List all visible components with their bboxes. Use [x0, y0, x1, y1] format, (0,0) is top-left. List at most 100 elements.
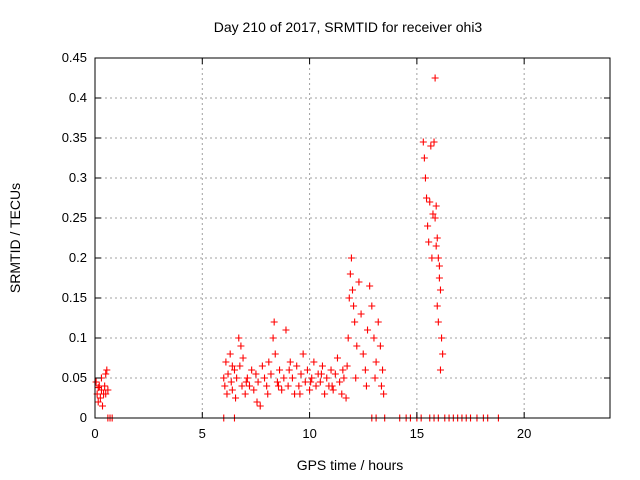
data-point: [434, 318, 442, 326]
data-point: [282, 326, 290, 334]
data-point: [242, 378, 250, 386]
data-point: [426, 198, 434, 206]
grid-lines: [95, 58, 610, 418]
data-point: [372, 358, 380, 366]
data-point: [323, 374, 331, 382]
y-tick-label: 0.15: [62, 290, 87, 305]
data-point: [316, 378, 324, 386]
data-point: [359, 350, 367, 358]
data-point: [366, 282, 374, 290]
data-point: [353, 342, 361, 350]
data-point: [431, 74, 439, 82]
data-point: [226, 350, 234, 358]
data-point: [432, 202, 440, 210]
data-point: [370, 334, 378, 342]
data-point: [380, 390, 388, 398]
data-point: [421, 174, 429, 182]
data-point: [243, 374, 251, 382]
data-point: [295, 382, 303, 390]
y-tick-label: 0.45: [62, 50, 87, 65]
x-tick-label: 20: [517, 426, 531, 441]
data-point: [278, 386, 286, 394]
chart-title: Day 210 of 2017, SRMTID for receiver ohi…: [214, 19, 483, 35]
data-point: [344, 334, 352, 342]
data-point: [318, 362, 326, 370]
data-point: [99, 402, 107, 410]
data-point: [427, 142, 435, 150]
data-point: [371, 374, 379, 382]
x-tick-label: 0: [91, 426, 98, 441]
data-point: [336, 378, 344, 386]
data-point: [267, 370, 275, 378]
data-point: [221, 382, 229, 390]
y-tick-label: 0.25: [62, 210, 87, 225]
data-point: [230, 366, 238, 374]
data-point: [361, 366, 369, 374]
data-point: [432, 242, 440, 250]
data-point: [352, 374, 360, 382]
data-point: [102, 390, 110, 398]
data-point: [439, 350, 447, 358]
data-point: [346, 270, 354, 278]
x-tick-label: 5: [199, 426, 206, 441]
data-point: [237, 342, 245, 350]
data-point: [347, 254, 355, 262]
data-point: [306, 386, 314, 394]
data-point: [102, 370, 110, 378]
data-point: [248, 366, 256, 374]
data-point: [297, 370, 305, 378]
y-tick-label: 0.4: [69, 90, 87, 105]
data-point: [357, 310, 365, 318]
data-point: [228, 386, 236, 394]
y-axis-label: SRMTID / TECUs: [7, 183, 23, 293]
data-point: [228, 362, 236, 370]
data-point: [264, 390, 272, 398]
data-point: [351, 318, 359, 326]
data-point: [92, 378, 100, 386]
data-point: [236, 362, 244, 370]
data-point: [258, 362, 266, 370]
data-point: [274, 382, 282, 390]
y-axis: 0 0.05 0.1 0.15 0.2 0.25 0.3 0.35 0.4 0.45: [62, 50, 610, 425]
data-point: [261, 374, 269, 382]
data-point: [433, 234, 441, 242]
data-point: [428, 254, 436, 262]
data-point: [263, 382, 271, 390]
y-tick-label: 0.35: [62, 130, 87, 145]
data-point: [364, 326, 372, 334]
data-point: [429, 210, 437, 218]
y-tick-label: 0.2: [69, 250, 87, 265]
data-point: [327, 366, 335, 374]
data-point: [280, 374, 288, 382]
data-point: [433, 302, 441, 310]
data-point: [379, 366, 387, 374]
data-point: [94, 384, 102, 392]
data-point: [342, 394, 350, 402]
data-point: [256, 402, 264, 410]
data-point: [321, 390, 329, 398]
data-point: [338, 390, 346, 398]
data-point: [286, 358, 294, 366]
y-tick-label: 0: [80, 410, 87, 425]
data-point: [435, 274, 443, 282]
data-point: [241, 390, 249, 398]
data-point: [307, 378, 315, 386]
data-point: [374, 318, 382, 326]
data-point: [345, 294, 353, 302]
data-point: [222, 358, 230, 366]
data-point: [96, 394, 104, 402]
data-point: [254, 378, 262, 386]
data-point: [435, 262, 443, 270]
data-point: [101, 382, 109, 390]
plot-frame: [94, 57, 611, 419]
data-point: [293, 362, 301, 370]
data-point: [271, 350, 279, 358]
data-point: [436, 366, 444, 374]
data-point: [276, 366, 284, 374]
data-point: [438, 334, 446, 342]
data-point: [308, 374, 316, 382]
data-point: [424, 222, 432, 230]
data-point: [104, 386, 112, 394]
